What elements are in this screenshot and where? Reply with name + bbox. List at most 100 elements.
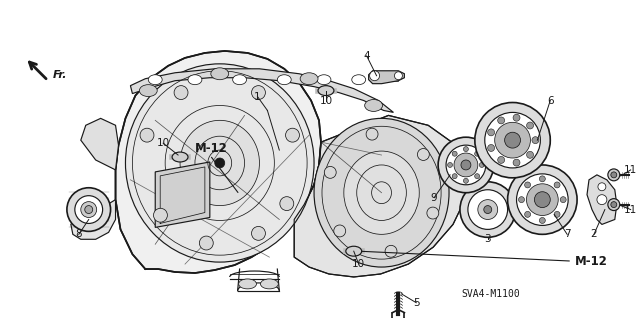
Text: M-12: M-12 [575,255,608,268]
Ellipse shape [527,151,534,158]
Ellipse shape [211,68,228,80]
Ellipse shape [365,100,383,111]
Ellipse shape [352,75,365,85]
Ellipse shape [140,128,154,142]
Text: 10: 10 [319,95,333,106]
Polygon shape [71,200,116,239]
Ellipse shape [366,128,378,140]
Ellipse shape [611,172,617,178]
Ellipse shape [285,128,300,142]
Polygon shape [156,162,210,227]
Ellipse shape [125,64,314,262]
Ellipse shape [318,85,334,96]
Ellipse shape [560,197,566,203]
Ellipse shape [84,205,93,213]
Polygon shape [81,118,118,170]
Ellipse shape [527,184,558,216]
Polygon shape [587,175,617,225]
Text: 11: 11 [624,204,637,215]
Ellipse shape [608,199,620,211]
Ellipse shape [200,236,213,250]
Ellipse shape [495,122,531,158]
Ellipse shape [346,246,362,256]
Ellipse shape [475,174,479,179]
Ellipse shape [468,190,508,229]
Ellipse shape [252,85,266,100]
Ellipse shape [314,118,449,267]
Text: M-12: M-12 [195,142,228,155]
Ellipse shape [608,169,620,181]
Ellipse shape [488,129,495,136]
Polygon shape [369,71,404,84]
Ellipse shape [67,188,111,231]
Ellipse shape [447,162,452,167]
Ellipse shape [463,147,468,152]
Ellipse shape [427,207,439,219]
Text: SVA4-M1100: SVA4-M1100 [461,289,520,299]
Ellipse shape [554,211,560,217]
Ellipse shape [317,75,331,85]
Text: 4: 4 [364,51,370,61]
Ellipse shape [81,202,97,218]
Ellipse shape [513,159,520,166]
Ellipse shape [417,149,429,160]
Ellipse shape [280,197,294,211]
Ellipse shape [611,202,617,208]
Ellipse shape [598,183,606,191]
Ellipse shape [446,145,486,185]
Ellipse shape [454,153,478,177]
Ellipse shape [525,182,531,188]
Ellipse shape [540,218,545,223]
Ellipse shape [484,112,540,168]
Ellipse shape [460,182,516,237]
Ellipse shape [385,245,397,257]
Ellipse shape [478,200,498,219]
Ellipse shape [174,85,188,100]
Ellipse shape [527,122,534,129]
Ellipse shape [75,196,102,223]
Ellipse shape [215,158,225,168]
Ellipse shape [513,114,520,121]
Text: 10: 10 [352,259,365,269]
Ellipse shape [488,145,495,152]
Ellipse shape [188,75,202,85]
Ellipse shape [252,226,266,240]
Ellipse shape [148,75,162,85]
Polygon shape [116,51,321,273]
Ellipse shape [463,178,468,183]
Ellipse shape [508,165,577,234]
Ellipse shape [532,137,539,144]
Ellipse shape [154,208,168,222]
Ellipse shape [504,132,520,148]
Ellipse shape [534,192,550,208]
Text: 10: 10 [157,138,170,148]
Ellipse shape [277,75,291,85]
Ellipse shape [172,152,188,162]
Ellipse shape [516,174,568,226]
Text: 8: 8 [76,229,82,239]
Text: 2: 2 [591,229,597,239]
Ellipse shape [300,73,318,85]
Ellipse shape [498,156,504,163]
Ellipse shape [140,85,157,97]
Text: 3: 3 [484,234,491,244]
Text: 6: 6 [547,95,554,106]
Ellipse shape [525,211,531,217]
Ellipse shape [452,151,457,156]
Ellipse shape [452,174,457,179]
Ellipse shape [370,71,380,81]
Text: 11: 11 [624,165,637,175]
Polygon shape [294,115,468,277]
Text: 9: 9 [431,193,438,203]
Text: 5: 5 [413,298,420,308]
Ellipse shape [324,167,336,178]
Ellipse shape [344,151,419,234]
Ellipse shape [479,162,484,167]
Polygon shape [131,69,394,112]
Ellipse shape [475,151,479,156]
Text: Fr.: Fr. [53,70,67,80]
Ellipse shape [554,182,560,188]
Ellipse shape [540,176,545,182]
Ellipse shape [597,195,607,204]
Ellipse shape [498,117,504,124]
